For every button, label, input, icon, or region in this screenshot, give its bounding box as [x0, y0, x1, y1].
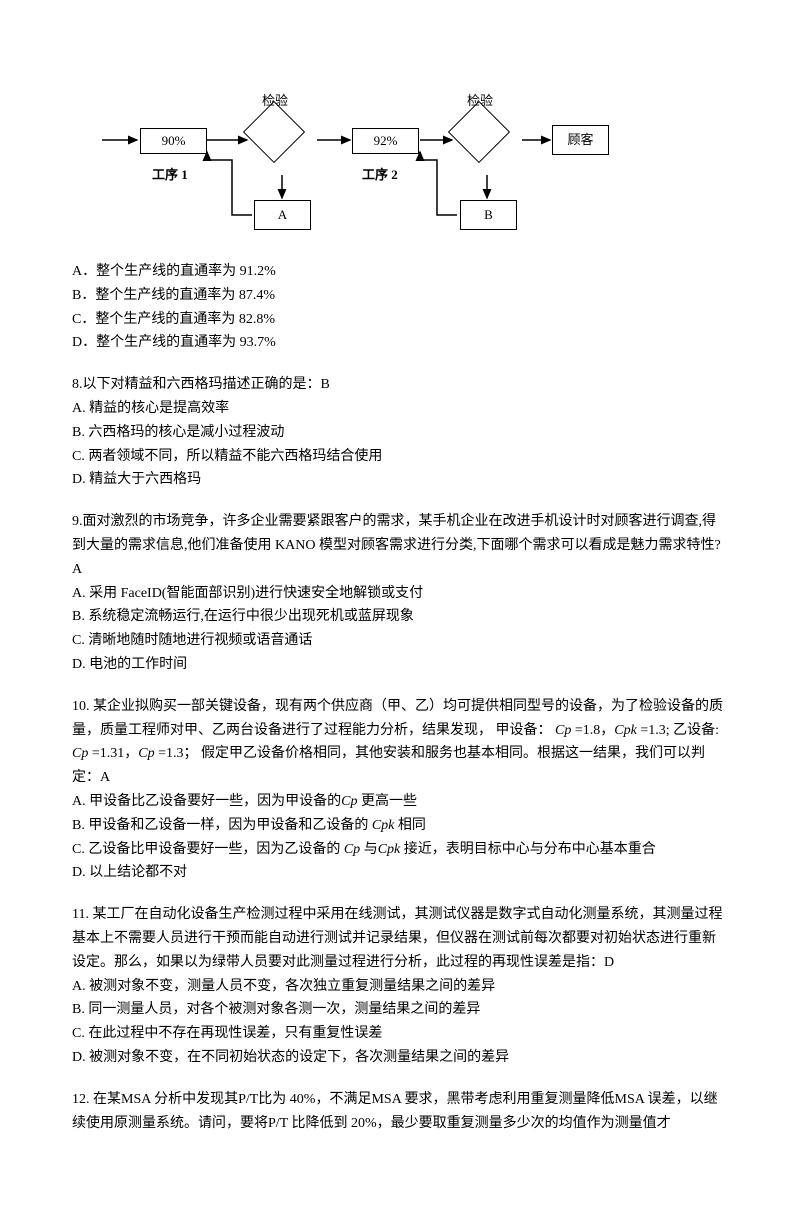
q10-opt-c: C. 乙设备比甲设备要好一些，因为乙设备的 Cp 与Cpk 接近，表明目标中心与…	[72, 838, 728, 862]
flow-step2-box: 92%	[352, 128, 419, 154]
q10-c-pre: C. 乙设备比甲设备要好一些，因为乙设备的	[72, 842, 344, 857]
flowchart-diagram: 90% 92% 顾客 A B 检验 检验 工序 1 工序 2	[72, 90, 632, 250]
q11-opt-c: C. 在此过程中不存在再现性误差，只有重复性误差	[72, 1022, 728, 1046]
q10-c-post: 接近，表明目标中心与分布中心基本重合	[400, 842, 656, 857]
q10-opt-a: A. 甲设备比乙设备要好一些，因为甲设备的Cp 更高一些	[72, 790, 728, 814]
q10-stem-p5: =1.3; 乙设备:	[637, 723, 719, 738]
q10-stem-it3: Cp	[72, 746, 88, 761]
q10-b-pre: B. 甲设备和乙设备一样，因为甲设备和乙设备的	[72, 818, 372, 833]
q10-b-post: 相同	[394, 818, 426, 833]
q10-stem-it2: Cpk	[614, 723, 637, 738]
flow-step1-label: 工序 1	[152, 164, 188, 186]
q10-stem-p3: =1.8，	[571, 723, 614, 738]
flow-rework-b-box: B	[460, 200, 517, 230]
q10-opt-b: B. 甲设备和乙设备一样，因为甲设备和乙设备的 Cpk 相同	[72, 814, 728, 838]
q10-c-it1: Cp	[344, 842, 360, 857]
q10-stem-p7: =1.31，	[88, 746, 138, 761]
q10-stem: 10. 某企业拟购买一部关键设备，现有两个供应商（甲、乙）均可提供相同型号的设备…	[72, 695, 728, 790]
q9-opt-a: A. 采用 FaceID(智能面部识别)进行快速安全地解锁或支付	[72, 582, 728, 606]
q10-b-it: Cpk	[372, 818, 395, 833]
q7-opt-c: C．整个生产线的直通率为 82.8%	[72, 308, 728, 332]
q7-opt-b: B．整个生产线的直通率为 87.4%	[72, 284, 728, 308]
q10-c-it2: Cpk	[378, 842, 401, 857]
q7-options: A．整个生产线的直通率为 91.2% B．整个生产线的直通率为 87.4% C．…	[72, 260, 728, 355]
q12-block: 12. 在某MSA 分析中发现其P/T比为 40%，不满足MSA 要求，黑带考虑…	[72, 1088, 728, 1136]
q9-block: 9.面对激烈的市场竞争，许多企业需要紧跟客户的需求，某手机企业在改进手机设计时对…	[72, 510, 728, 677]
q10-a-pre: A. 甲设备比乙设备要好一些，因为甲设备的	[72, 794, 341, 809]
q9-opt-b: B. 系统稳定流畅运行,在运行中很少出现死机或蓝屏现象	[72, 605, 728, 629]
flow-check1-label: 检验	[262, 90, 288, 112]
flow-step1-box: 90%	[140, 128, 207, 154]
q8-opt-d: D. 精益大于六西格玛	[72, 468, 728, 492]
q10-a-it: Cp	[341, 794, 357, 809]
q8-opt-b: B. 六西格玛的核心是减小过程波动	[72, 421, 728, 445]
flow-step2-label: 工序 2	[362, 164, 398, 186]
q10-stem-it1: Cp	[555, 723, 571, 738]
q11-opt-d: D. 被测对象不变，在不同初始状态的设定下，各次测量结果之间的差异	[72, 1046, 728, 1070]
q8-block: 8.以下对精益和六西格玛描述正确的是：B A. 精益的核心是提高效率 B. 六西…	[72, 373, 728, 492]
q8-stem: 8.以下对精益和六西格玛描述正确的是：B	[72, 373, 728, 397]
q10-block: 10. 某企业拟购买一部关键设备，现有两个供应商（甲、乙）均可提供相同型号的设备…	[72, 695, 728, 885]
q11-opt-a: A. 被测对象不变，测量人员不变，各次独立重复测量结果之间的差异	[72, 975, 728, 999]
q9-opt-d: D. 电池的工作时间	[72, 653, 728, 677]
flow-rework-a-box: A	[254, 200, 311, 230]
q11-stem: 11. 某工厂在自动化设备生产检测过程中采用在线测试，其测试仪器是数字式自动化测…	[72, 903, 728, 974]
q11-opt-b: B. 同一测量人员，对各个被测对象各测一次，测量结果之间的差异	[72, 998, 728, 1022]
q10-a-post: 更高一些	[357, 794, 417, 809]
q12-stem: 12. 在某MSA 分析中发现其P/T比为 40%，不满足MSA 要求，黑带考虑…	[72, 1088, 728, 1136]
flow-customer-box: 顾客	[552, 125, 609, 155]
q10-c-mid: 与	[360, 842, 378, 857]
q7-opt-a: A．整个生产线的直通率为 91.2%	[72, 260, 728, 284]
q10-opt-d: D. 以上结论都不对	[72, 861, 728, 885]
flow-check2-label: 检验	[467, 90, 493, 112]
q7-opt-d: D．整个生产线的直通率为 93.7%	[72, 331, 728, 355]
q8-opt-a: A. 精益的核心是提高效率	[72, 397, 728, 421]
q10-stem-p9: =1.3； 假定甲乙设备价格相同，其他安装和服务也基本相同。根据这一结果，我们可…	[72, 746, 705, 785]
q11-block: 11. 某工厂在自动化设备生产检测过程中采用在线测试，其测试仪器是数字式自动化测…	[72, 903, 728, 1070]
q9-stem: 9.面对激烈的市场竞争，许多企业需要紧跟客户的需求，某手机企业在改进手机设计时对…	[72, 510, 728, 581]
q9-opt-c: C. 清晰地随时随地进行视频或语音通话	[72, 629, 728, 653]
q10-stem-it4: Cp	[138, 746, 154, 761]
q8-opt-c: C. 两者领域不同，所以精益不能六西格玛结合使用	[72, 445, 728, 469]
